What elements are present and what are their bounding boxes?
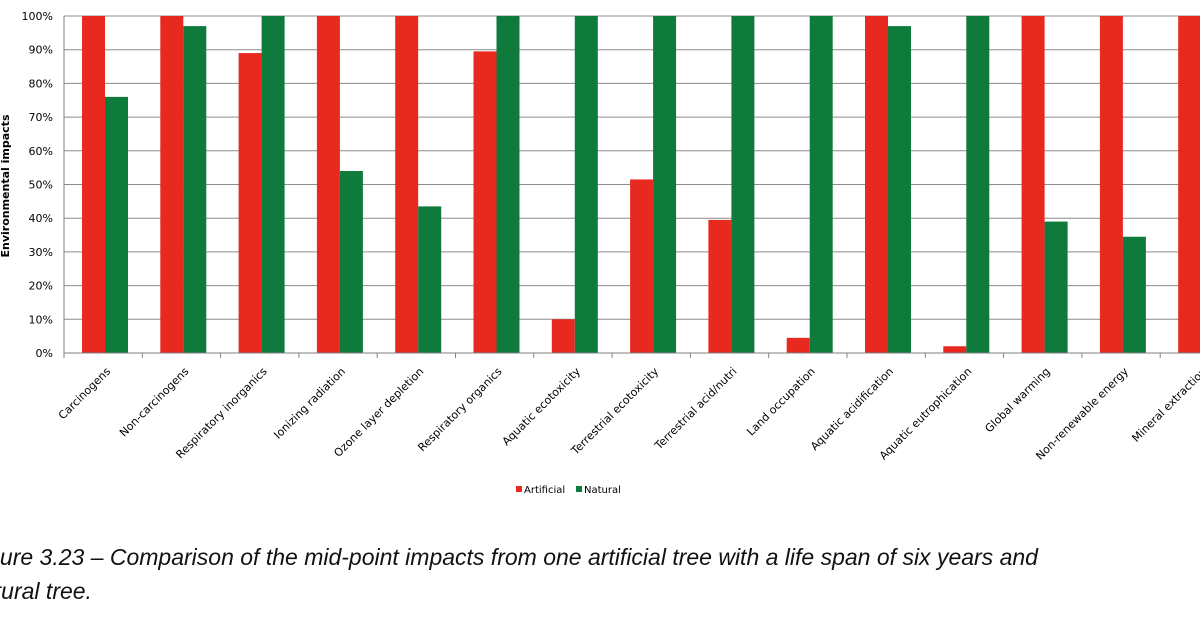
category-label: Land occupation <box>744 365 817 438</box>
category-label: Terrestrial ecotoxicity <box>568 365 661 458</box>
legend-label-natural: Natural <box>584 485 621 496</box>
axes <box>63 16 1200 358</box>
y-tick-label: 10% <box>29 313 53 326</box>
category-label: Aquatic ecotoxicity <box>500 365 584 449</box>
bar-natural <box>105 96 128 353</box>
bar-natural <box>574 16 598 353</box>
y-tick-label: 70% <box>29 111 53 124</box>
bar-natural <box>888 26 911 354</box>
bar-artificial <box>316 16 340 353</box>
bar-artificial <box>1099 16 1123 353</box>
category-label: Respiratory inorganics <box>173 365 269 461</box>
bar-artificial <box>160 16 184 353</box>
category-label: Aquatic acidification <box>808 365 896 453</box>
bar-artificial <box>943 346 967 353</box>
category-label: Ozone layer depletion <box>331 365 426 460</box>
bar-artificial <box>82 16 105 353</box>
legend-swatch-natural <box>576 486 582 492</box>
legend-swatch-artificial <box>516 486 522 492</box>
bar-natural <box>653 16 677 353</box>
category-label: Respiratory organics <box>415 365 504 454</box>
bar-natural <box>183 26 207 354</box>
category-label: Mineral extraction <box>1129 365 1200 445</box>
bar-natural <box>809 16 833 353</box>
category-label: Terrestrial acid/nutri <box>652 365 740 453</box>
legend-label-artificial: Artificial <box>524 485 565 496</box>
bar-chart: 0% 10% 20% 30% 40% 50% 60% 70% 80% 90% 100% Carcin… <box>0 10 1200 496</box>
y-tick-label: 90% <box>29 44 53 57</box>
y-tick-label: 0% <box>36 347 53 360</box>
bar-artificial <box>1178 16 1200 353</box>
y-tick-label: 60% <box>29 145 53 158</box>
bar-artificial <box>473 51 497 353</box>
bar-natural <box>418 206 442 353</box>
figure-caption: igure 3.23 – Comparison of the mid-point… <box>0 540 1200 608</box>
y-tick-label: 20% <box>29 280 53 293</box>
y-tick-label: 80% <box>29 77 53 90</box>
bar-natural <box>1122 236 1146 353</box>
bar-natural <box>731 16 755 353</box>
category-label: Non-renewable energy <box>1033 365 1131 463</box>
category-label: Aquatic eutrophication <box>877 365 975 463</box>
y-tick-label: 30% <box>29 246 53 259</box>
caption-line-2: atural tree. <box>0 578 92 604</box>
bar-natural <box>496 16 520 353</box>
category-label: Global warming <box>982 365 1052 435</box>
bar-artificial <box>708 219 732 353</box>
y-axis-label: Environmental impacts <box>0 114 12 257</box>
bar-artificial <box>786 337 810 353</box>
bar-natural <box>966 16 990 353</box>
y-tick-labels: 0% 10% 20% 30% 40% 50% 60% 70% 80% 90% 100% <box>22 10 53 360</box>
category-label: Non-carcinogens <box>117 365 192 440</box>
bar-artificial <box>238 53 262 353</box>
bar-natural <box>261 16 285 353</box>
bar-artificial <box>630 179 654 353</box>
y-tick-label: 40% <box>29 212 53 225</box>
bar-artificial <box>551 319 575 353</box>
bar-natural <box>339 171 363 353</box>
y-tick-label: 100% <box>22 10 53 23</box>
bar-artificial <box>1021 16 1045 353</box>
category-label: Carcinogens <box>56 365 113 422</box>
bar-artificial <box>395 16 419 353</box>
category-label: Ionizing radiation <box>271 365 348 442</box>
bar-natural <box>1044 221 1068 353</box>
bars <box>82 16 1200 354</box>
legend: Artificial Natural <box>516 485 621 496</box>
caption-line-1: igure 3.23 – Comparison of the mid-point… <box>0 544 1038 570</box>
bar-artificial <box>865 16 888 353</box>
y-tick-label: 50% <box>29 179 53 192</box>
